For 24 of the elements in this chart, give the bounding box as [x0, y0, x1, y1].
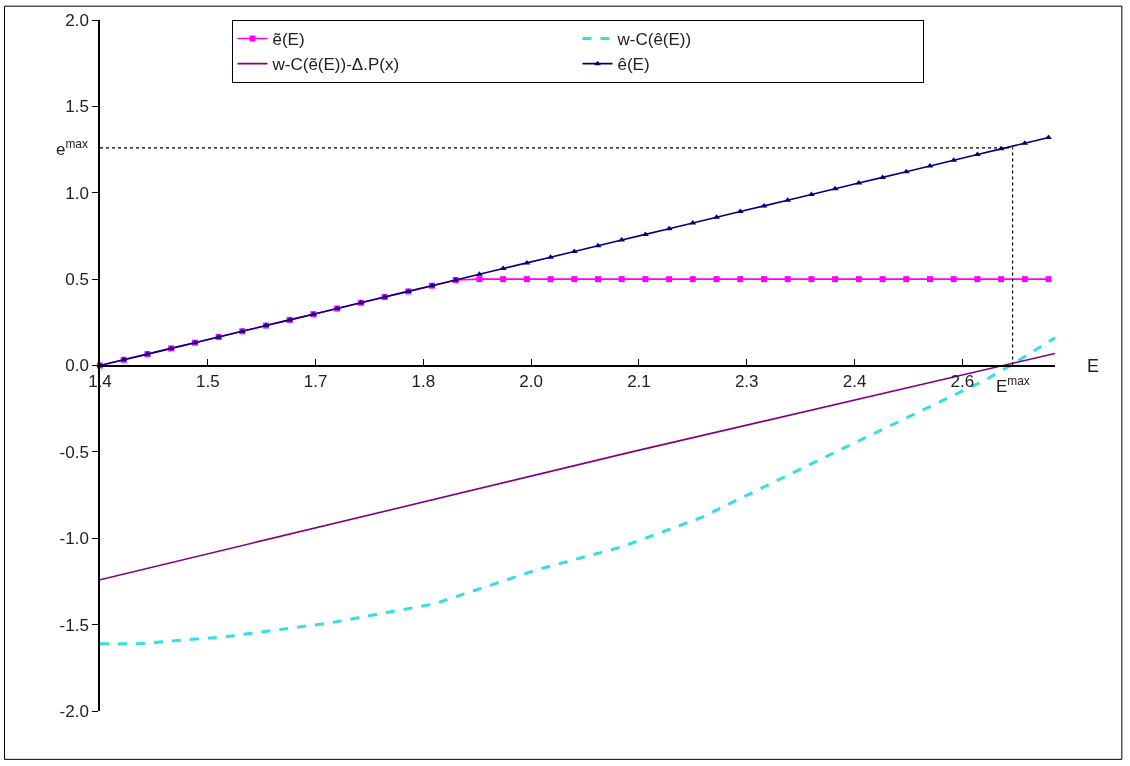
x-tick-label: 2.4: [842, 371, 867, 391]
y-tick-label: -2.0: [59, 701, 89, 721]
y-tick-label: 1.0: [65, 183, 89, 203]
y-tick-label: 0.0: [65, 356, 89, 376]
y-tick-label: -1.0: [59, 529, 89, 549]
x-tick-label: 2.0: [519, 371, 543, 391]
x-tick-label: 2.3: [734, 371, 759, 391]
x-tick-label: 1.8: [411, 371, 436, 391]
x-tick-label: 2.1: [627, 371, 651, 391]
legend-label: w-C(ê(E)): [616, 30, 692, 50]
x-axis-title: E: [1087, 356, 1100, 376]
y-tick-label: 0.5: [65, 270, 89, 290]
legend-label: w-C(ẽ(E))-Δ.P(x): [271, 55, 400, 75]
y-tick-label: 2.0: [65, 10, 89, 30]
ref-line-label: E$^{max}$: [996, 374, 1030, 397]
y-tick-label: -1.5: [59, 615, 89, 635]
x-tick-label: 2.6: [950, 371, 975, 391]
x-tick-label: 1.5: [195, 371, 220, 391]
y-tick-label: 1.5: [65, 97, 89, 117]
legend-label: ê(E): [617, 55, 650, 75]
ref-line-label: e$^{max}$: [56, 137, 88, 160]
x-tick-label: 1.7: [303, 371, 328, 391]
legend-label: ẽ(E): [272, 30, 305, 50]
y-tick-label: -0.5: [59, 442, 89, 462]
